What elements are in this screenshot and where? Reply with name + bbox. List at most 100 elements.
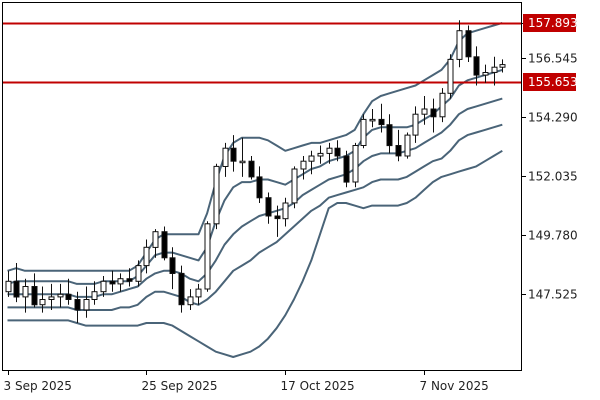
candle-body-up: [239, 160, 246, 164]
candle-body-up: [57, 293, 64, 298]
candle-body-up: [352, 145, 359, 183]
candle-body-down: [265, 197, 272, 217]
candle: [265, 192, 272, 224]
candle: [404, 132, 411, 159]
candle-body-down: [13, 280, 20, 298]
candle: [161, 226, 168, 261]
y-tick-label: 156.545: [528, 52, 578, 66]
candle: [256, 166, 263, 203]
candle-body-up: [447, 58, 454, 94]
candle: [386, 114, 393, 154]
candle: [109, 270, 116, 292]
y-tick-label: 152.035: [528, 170, 578, 184]
band-lower1-line: [7, 123, 503, 311]
candle: [430, 98, 437, 133]
level-tag-bg: [523, 73, 576, 91]
candle-body-up: [91, 291, 98, 301]
candle: [291, 166, 298, 209]
candle-body-up: [195, 288, 202, 298]
candle-body-down: [65, 293, 72, 300]
candle: [39, 286, 46, 313]
candle: [352, 142, 359, 188]
candle-body-up: [204, 223, 211, 290]
level-tag-label: 157.893: [528, 16, 578, 30]
candle: [326, 142, 333, 164]
candle-body-up: [291, 168, 298, 204]
candle-body-up: [456, 30, 463, 60]
candle: [126, 268, 133, 287]
candle-body-down: [465, 30, 472, 58]
candle: [412, 106, 419, 143]
candle-body-up: [222, 147, 229, 167]
y-tick-label: 147.525: [528, 288, 578, 302]
candle-body-down: [378, 118, 385, 126]
band-upper2-line: [7, 21, 503, 272]
candle: [13, 263, 20, 303]
candle: [5, 270, 12, 297]
candle: [421, 96, 428, 125]
candle: [22, 278, 29, 313]
candle: [360, 114, 367, 149]
candle-body-up: [187, 296, 194, 306]
candle-body-up: [300, 160, 307, 170]
candle-body-up: [439, 92, 446, 118]
candle: [447, 54, 454, 99]
candle: [213, 163, 220, 230]
candle-body-down: [74, 299, 81, 311]
candle-body-down: [386, 124, 393, 147]
candle: [300, 156, 307, 180]
candle-body-up: [421, 108, 428, 115]
candle-body-down: [31, 286, 38, 306]
candle: [117, 273, 124, 292]
candle: [499, 59, 506, 73]
candle-body-down: [395, 145, 402, 157]
candle: [83, 286, 90, 318]
candle: [248, 156, 255, 180]
candle: [143, 239, 150, 274]
candle-body-down: [169, 257, 176, 274]
candle-body-down: [256, 176, 263, 199]
candle-body-down: [473, 56, 480, 76]
candle: [222, 142, 229, 177]
candles: [5, 20, 506, 323]
candle-body-up: [412, 113, 419, 136]
candle: [169, 247, 176, 290]
candle-body-up: [308, 155, 315, 162]
level-tag-bg: [523, 14, 576, 32]
candle-body-up: [5, 280, 12, 293]
x-tick-label: 17 Oct 2025: [281, 379, 355, 393]
candle: [100, 276, 107, 297]
candle-body-up: [143, 246, 150, 267]
candle-body-up: [22, 286, 29, 298]
candle: [187, 289, 194, 310]
level-tag-label: 155.653: [528, 75, 578, 89]
candle-body-up: [326, 147, 333, 154]
y-tick-label: 154.290: [528, 111, 578, 125]
band-lower2-line: [7, 149, 503, 358]
candle: [334, 140, 341, 162]
candle: [343, 150, 350, 188]
candle-body-up: [117, 278, 124, 285]
candle-body-up: [48, 296, 55, 300]
candle: [204, 221, 211, 292]
candle: [135, 260, 142, 287]
candle: [456, 20, 463, 68]
candle-body-up: [317, 152, 324, 157]
candle-body-up: [100, 280, 107, 293]
candle: [65, 278, 72, 305]
candle-body-down: [334, 147, 341, 157]
y-axis-ticks: 157.893 156.545 154.290 152.035 149.780 147.5…: [521, 17, 578, 302]
candle: [239, 137, 246, 177]
level-tags: 157.893 155.653: [523, 14, 578, 91]
candle: [230, 135, 237, 172]
x-tick-label: 25 Sep 2025: [142, 379, 218, 393]
candle-body-up: [491, 66, 498, 73]
candle: [395, 129, 402, 162]
candle: [91, 281, 98, 305]
candle-body-up: [282, 202, 289, 220]
level-tag-0: 157.893: [523, 14, 578, 32]
candle: [308, 150, 315, 175]
candle-body-up: [360, 118, 367, 147]
band-upper1-line: [7, 68, 503, 285]
candle-body-up: [152, 231, 159, 248]
